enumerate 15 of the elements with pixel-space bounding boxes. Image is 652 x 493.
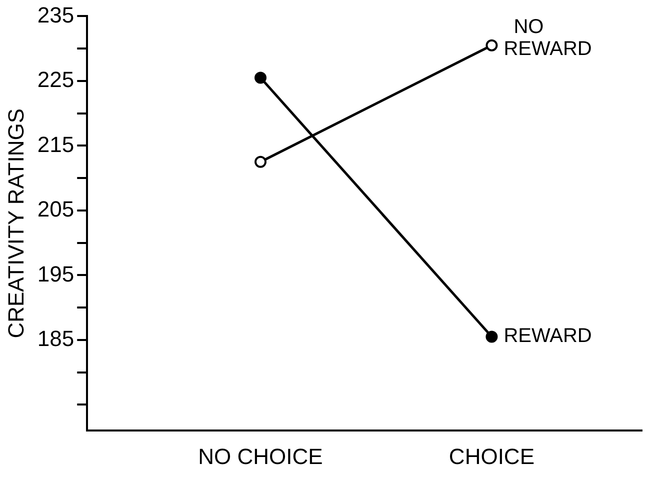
y-tick-label: 205 — [37, 196, 74, 222]
y-axis-title: CREATIVITY RATINGS — [3, 108, 28, 338]
y-tick-label: 225 — [37, 67, 74, 92]
y-tick-label: 235 — [37, 2, 74, 28]
y-tick-label: 195 — [37, 261, 74, 286]
series-label: REWARD — [504, 325, 592, 348]
point — [254, 156, 267, 168]
x-tick-label: NO CHOICE — [198, 444, 323, 469]
x-tick-label: CHOICE — [448, 444, 534, 469]
point — [486, 330, 498, 343]
series-label: NO REWARD — [504, 16, 592, 60]
point — [254, 72, 267, 84]
y-tick-label: 215 — [37, 132, 74, 157]
point — [486, 39, 498, 52]
y-tick-label: 185 — [37, 326, 74, 352]
